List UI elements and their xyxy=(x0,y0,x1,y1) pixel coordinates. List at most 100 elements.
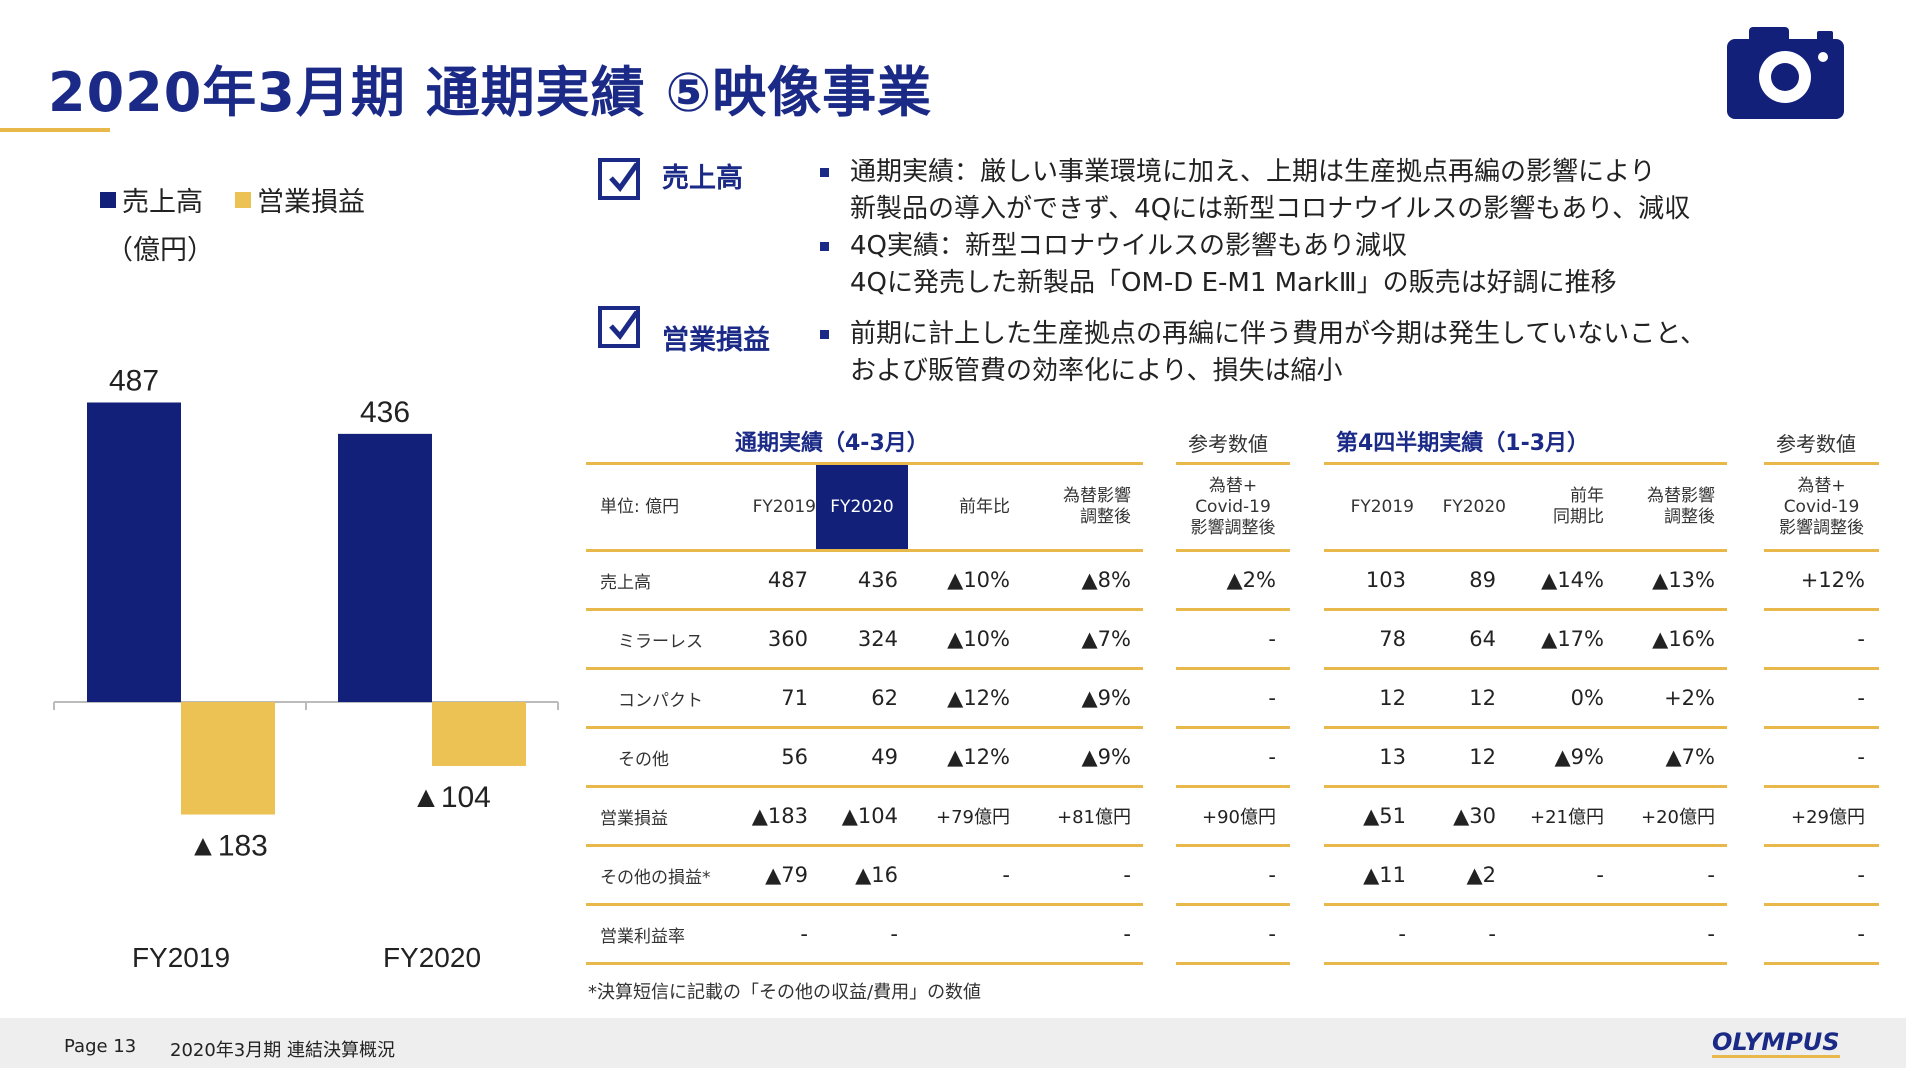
col-header: 前年 同期比 xyxy=(1506,462,1616,552)
table-header-row: FY2019 FY2020 前年 同期比 為替影響 調整後 xyxy=(1324,462,1727,552)
row-label: コンパクト xyxy=(586,668,726,729)
table-cell: 78 xyxy=(1324,609,1414,670)
table-cell: 0% xyxy=(1506,668,1616,729)
table-cell: ▲7% xyxy=(1018,609,1143,670)
bullet-line: 通期実績：厳しい事業環境に加え、上期は生産拠点再編の影響により xyxy=(850,157,1656,187)
table-cell xyxy=(1506,904,1616,965)
col-header: 為替影響 調整後 xyxy=(1616,462,1727,552)
table-cell: 56 xyxy=(726,727,816,788)
profit-bullets: 前期に計上した生産拠点の再編に伴う費用が今期は発生していないこと、 および販管費の… xyxy=(820,316,1706,390)
table-cell: 103 xyxy=(1324,550,1414,611)
table-cell: ▲9% xyxy=(1506,727,1616,788)
section-label-sales: 売上高 xyxy=(662,163,743,194)
table-cell: ▲14% xyxy=(1506,550,1616,611)
col-header-text: 前年 同期比 xyxy=(1553,486,1604,527)
table-row: ▲2% xyxy=(1176,550,1290,611)
table-cell: ▲2% xyxy=(1176,550,1290,611)
title-underline xyxy=(0,128,110,132)
table-cell: 62 xyxy=(816,668,908,729)
col-header: FY2019 xyxy=(726,462,816,552)
legend-swatch xyxy=(235,191,251,208)
legend-label: 売上高 xyxy=(122,187,203,218)
table-header-row: 為替+ Covid-19 影響調整後 xyxy=(1764,462,1879,552)
table-cell: - xyxy=(1616,904,1727,965)
category-label: FY2020 xyxy=(383,942,481,973)
table-cell: 487 xyxy=(726,550,816,611)
data-label: ▲183 xyxy=(188,830,268,863)
data-label: 487 xyxy=(109,364,159,397)
bullet-item: 4Q実績：新型コロナウイルスの影響もあり減収 4Qに発売した新製品「OM-D E-… xyxy=(820,228,1690,302)
table-cell: - xyxy=(1018,904,1143,965)
row-label: 売上高 xyxy=(586,550,726,611)
legend-item-profit: 営業損益 xyxy=(235,180,365,219)
table-cell: - xyxy=(1176,727,1290,788)
bar-sales-fy2020 xyxy=(338,433,432,702)
bar-sales-fy2019 xyxy=(87,402,181,702)
table-row: - xyxy=(1176,727,1290,788)
col-header: 前年比 xyxy=(908,462,1018,552)
table-cell: ▲17% xyxy=(1506,609,1616,670)
bullet-item: 通期実績：厳しい事業環境に加え、上期は生産拠点再編の影響により新製品の導入ができ… xyxy=(820,154,1690,228)
table-cell: ▲7% xyxy=(1616,727,1727,788)
table-cell: - xyxy=(1764,727,1879,788)
table-row: 103 89 ▲14% ▲13% xyxy=(1324,550,1727,611)
bullet-line: 4Q実績：新型コロナウイルスの影響もあり減収 xyxy=(850,231,1408,261)
table-cell: - xyxy=(1324,904,1414,965)
table-row: +29億円 xyxy=(1764,786,1879,847)
checkbox-icon xyxy=(598,158,640,200)
sales-bullets: 通期実績：厳しい事業環境に加え、上期は生産拠点再編の影響により新製品の導入ができ… xyxy=(820,154,1690,302)
bullet-item: 前期に計上した生産拠点の再編に伴う費用が今期は発生していないこと、 および販管費の… xyxy=(820,316,1706,390)
table-row: --- xyxy=(1324,904,1727,965)
table-cell: ▲10% xyxy=(908,609,1018,670)
footer-bar xyxy=(0,1018,1906,1068)
table-row: ▲51 ▲30 +21億円 +20億円 xyxy=(1324,786,1727,847)
col-header-text: 為替影響 調整後 xyxy=(1647,486,1715,527)
table-row: ▲11 ▲2- - xyxy=(1324,845,1727,906)
table-cell: - xyxy=(1176,668,1290,729)
table-row: 12 12 0% +2% xyxy=(1324,668,1727,729)
full-year-table: 単位: 億円 FY2019 FY2020 前年比 為替影響 調整後 売上高 487… xyxy=(586,462,1143,965)
col-header: FY2019 xyxy=(1324,462,1414,552)
unit-label: 単位: 億円 xyxy=(586,462,726,552)
col-header-text: 為替+ Covid-19 影響調整後 xyxy=(1190,475,1276,538)
col-header: 為替+ Covid-19 影響調整後 xyxy=(1764,462,1879,552)
q4-table: FY2019 FY2020 前年 同期比 為替影響 調整後 103 89 ▲14% ▲… xyxy=(1324,462,1727,965)
legend-item-sales: 売上高 xyxy=(100,180,203,219)
table-cell: - xyxy=(1616,845,1727,906)
table-cell: - xyxy=(1176,904,1290,965)
table-cell: 324 xyxy=(816,609,908,670)
col-header: 為替+ Covid-19 影響調整後 xyxy=(1176,462,1290,552)
bullet-line: 新製品の導入ができず、4Qには新型コロナウイルスの影響もあり、減収 xyxy=(850,194,1691,224)
table-cell: - xyxy=(908,845,1018,906)
bar-profit-fy2019 xyxy=(181,702,275,815)
table-row: - xyxy=(1176,845,1290,906)
table-cell: ▲11 xyxy=(1324,845,1414,906)
col-header: 為替影響 調整後 xyxy=(1018,462,1143,552)
table-cell: - xyxy=(1764,845,1879,906)
table-cell: ▲16 xyxy=(816,845,908,906)
row-label: ミラーレス xyxy=(586,609,726,670)
table-row: - xyxy=(1764,668,1879,729)
table-cell: +21億円 xyxy=(1506,786,1616,847)
table-cell: +12% xyxy=(1764,550,1879,611)
table-cell: +79億円 xyxy=(908,786,1018,847)
table-row: - xyxy=(1176,668,1290,729)
table-cell: 12 xyxy=(1324,668,1414,729)
ref-title: 参考数値 xyxy=(1188,432,1268,456)
table-row: その他の損益* ▲79 ▲16- - xyxy=(586,845,1143,906)
table-cell: 436 xyxy=(816,550,908,611)
col-header: FY2020 xyxy=(1414,462,1506,552)
table-cell: 49 xyxy=(816,727,908,788)
table-row: +12% xyxy=(1764,550,1879,611)
table-cell: ▲13% xyxy=(1616,550,1727,611)
table-cell: 89 xyxy=(1414,550,1506,611)
table-row: - xyxy=(1176,609,1290,670)
table-cell: - xyxy=(1018,845,1143,906)
row-label: その他 xyxy=(586,727,726,788)
table-cell: 12 xyxy=(1414,668,1506,729)
table-cell: ▲12% xyxy=(908,668,1018,729)
table-cell: ▲183 xyxy=(726,786,816,847)
brand-logo: OLYMPUS xyxy=(1712,1028,1840,1058)
table-row: - xyxy=(1764,727,1879,788)
table-cell: ▲30 xyxy=(1414,786,1506,847)
